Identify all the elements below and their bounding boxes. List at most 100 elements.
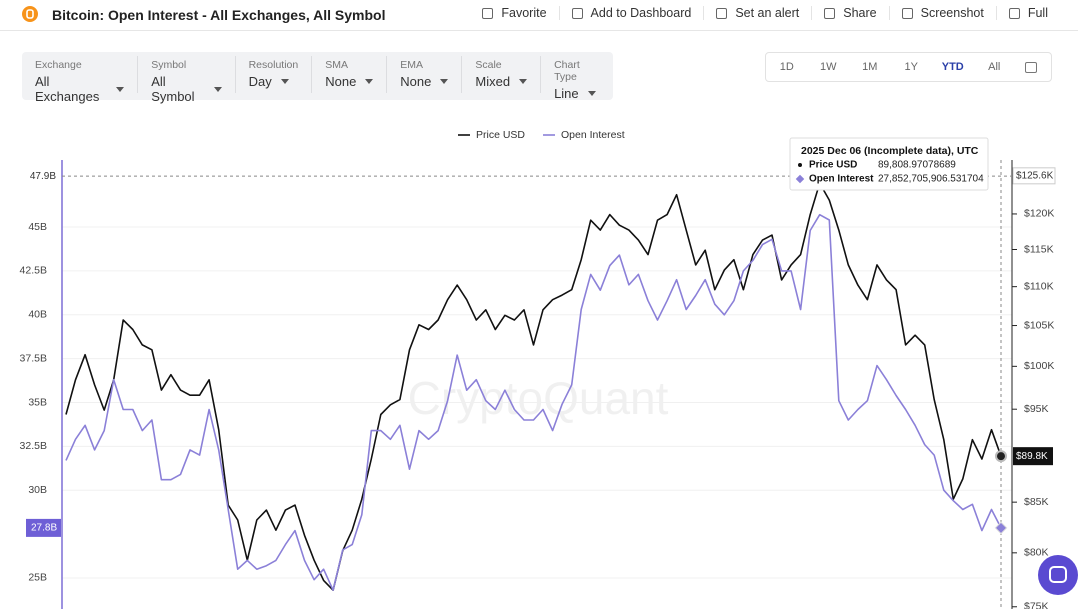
action-icon — [482, 7, 494, 19]
action-icon — [716, 7, 728, 19]
header-action[interactable]: Full — [995, 6, 1060, 20]
y-tick-label: 32.5B — [20, 440, 47, 452]
filter-value-text: None — [325, 74, 357, 89]
tooltip-value: 89,808.97078689 — [878, 160, 956, 171]
y-tick-label: 40B — [28, 309, 47, 321]
filter-value: None — [400, 74, 449, 89]
legend-label: Price USD — [476, 129, 525, 141]
range-button[interactable]: 1M — [862, 61, 878, 73]
range-button[interactable]: 1D — [779, 61, 794, 73]
filter-dropdown[interactable]: Symbol All Symbol — [137, 56, 234, 104]
dropdown-caret — [213, 86, 222, 92]
crosshair-y2-badge — [1012, 167, 1056, 185]
action-icon — [901, 7, 913, 19]
series-line — [65, 213, 1002, 591]
filter-label: EMA — [400, 59, 424, 71]
y2-tick-label: $105K — [1024, 319, 1054, 331]
page-title: Bitcoin: Open Interest - All Exchanges, … — [52, 7, 386, 23]
filter-value: Mixed — [475, 74, 528, 89]
action-label: Set an alert — [735, 6, 800, 20]
y-tick-label: 35B — [28, 396, 47, 408]
filter-label: Exchange — [35, 59, 82, 71]
y-tick-label: 37.5B — [20, 352, 47, 364]
dropdown-caret — [587, 91, 596, 96]
range-button[interactable]: 1Y — [904, 61, 918, 73]
tooltip-value: 27,852,705,906.531704 — [878, 174, 984, 185]
filter-value: None — [325, 74, 374, 89]
range-selector: 1D 1W 1M 1Y YTD All — [765, 52, 1052, 82]
filter-value-text: None — [400, 74, 432, 89]
tooltip-name: Open Interest — [809, 174, 874, 185]
filter-dropdown[interactable]: Scale Mixed — [461, 56, 540, 93]
dropdown-caret — [365, 79, 374, 84]
y2-tick-label: $80K — [1024, 547, 1049, 559]
filter-dropdown[interactable]: EMA None — [386, 56, 461, 93]
chat-icon — [1049, 566, 1067, 583]
chat-button — [1038, 555, 1078, 595]
bitcoin-icon — [22, 6, 38, 22]
header-action[interactable]: Favorite — [470, 6, 558, 20]
header-action[interactable]: Add to Dashboard — [558, 6, 704, 20]
last-y2-label: $89.8K — [1016, 451, 1048, 462]
filter-dropdown[interactable]: Resolution Day — [234, 56, 312, 93]
filter-value-text: Line — [554, 86, 579, 101]
watermark: CryptoQuant — [408, 372, 669, 424]
filter-value-text: All Exchanges — [35, 74, 100, 104]
filter-label: Chart Type — [554, 59, 580, 83]
header-action[interactable]: Set an alert — [703, 6, 811, 20]
filter-value: Day — [249, 74, 299, 89]
filter-label: Symbol — [151, 59, 187, 71]
filter-dropdown[interactable]: SMA None — [311, 56, 386, 93]
series-line — [65, 182, 1002, 591]
range-button[interactable]: 1W — [820, 61, 837, 73]
y-tick-label: 25B — [28, 572, 47, 584]
last-y-label: 27.8B — [31, 523, 57, 534]
tooltip-title: 2025 Dec 06 (Incomplete data), UTC — [801, 145, 979, 157]
action-label: Screenshot — [920, 6, 984, 20]
action-label: Full — [1027, 6, 1048, 20]
last-y2-badge — [1013, 447, 1053, 466]
last-y-badge — [26, 518, 61, 537]
filter-dropdown[interactable]: Exchange All Exchanges — [22, 56, 137, 104]
y-tick-label: 42.5B — [20, 265, 47, 277]
dropdown-caret — [116, 86, 125, 92]
action-label: Share — [843, 6, 877, 20]
y2-tick-label: $85K — [1024, 496, 1049, 508]
crosshair-y-label: 47.9B — [30, 171, 56, 182]
filter-label: Resolution — [248, 59, 299, 71]
filter-value: Line — [554, 86, 600, 101]
legend-label: Open Interest — [561, 129, 625, 141]
action-label: Add to Dashboard — [590, 6, 692, 20]
y2-tick-label: $110K — [1024, 280, 1054, 292]
y-tick-label: 45B — [28, 221, 47, 233]
action-icon — [1008, 7, 1020, 19]
last-price-marker — [995, 450, 1007, 463]
filter-bar: Exchange All Exchanges Symbol All Symbol Res… — [22, 52, 613, 104]
filter-dropdown[interactable]: Chart Type Line — [540, 56, 613, 101]
action-label: Favorite — [501, 6, 547, 20]
action-icon — [824, 7, 836, 19]
calendar-button[interactable] — [1025, 61, 1037, 73]
filter-value-text: Mixed — [475, 74, 511, 89]
filter-value: All Exchanges — [35, 74, 125, 104]
y2-tick-label: $100K — [1024, 360, 1054, 372]
tooltip-name: Price USD — [809, 160, 857, 171]
filter-label: SMA — [325, 59, 348, 71]
range-button[interactable]: YTD — [941, 61, 964, 73]
dropdown-caret — [280, 79, 289, 84]
last-oi-marker — [994, 521, 1008, 535]
header-actions: Favorite Add to Dashboard Set an alert Shar… — [470, 6, 1060, 20]
header: Bitcoin: Open Interest - All Exchanges, … — [0, 0, 1078, 31]
range-button[interactable]: All — [988, 61, 1001, 73]
action-icon — [571, 7, 583, 19]
filter-value-text: Day — [248, 74, 272, 89]
header-action[interactable]: Share — [811, 6, 888, 20]
filter-value-text: All Symbol — [151, 74, 195, 104]
header-action[interactable]: Screenshot — [888, 6, 996, 20]
y2-tick-label: $75K — [1024, 601, 1049, 609]
y2-tick-label: $95K — [1024, 403, 1049, 415]
y2-tick-label: $120K — [1024, 208, 1054, 220]
tooltip — [789, 137, 989, 191]
crosshair-y-badge — [28, 168, 60, 185]
